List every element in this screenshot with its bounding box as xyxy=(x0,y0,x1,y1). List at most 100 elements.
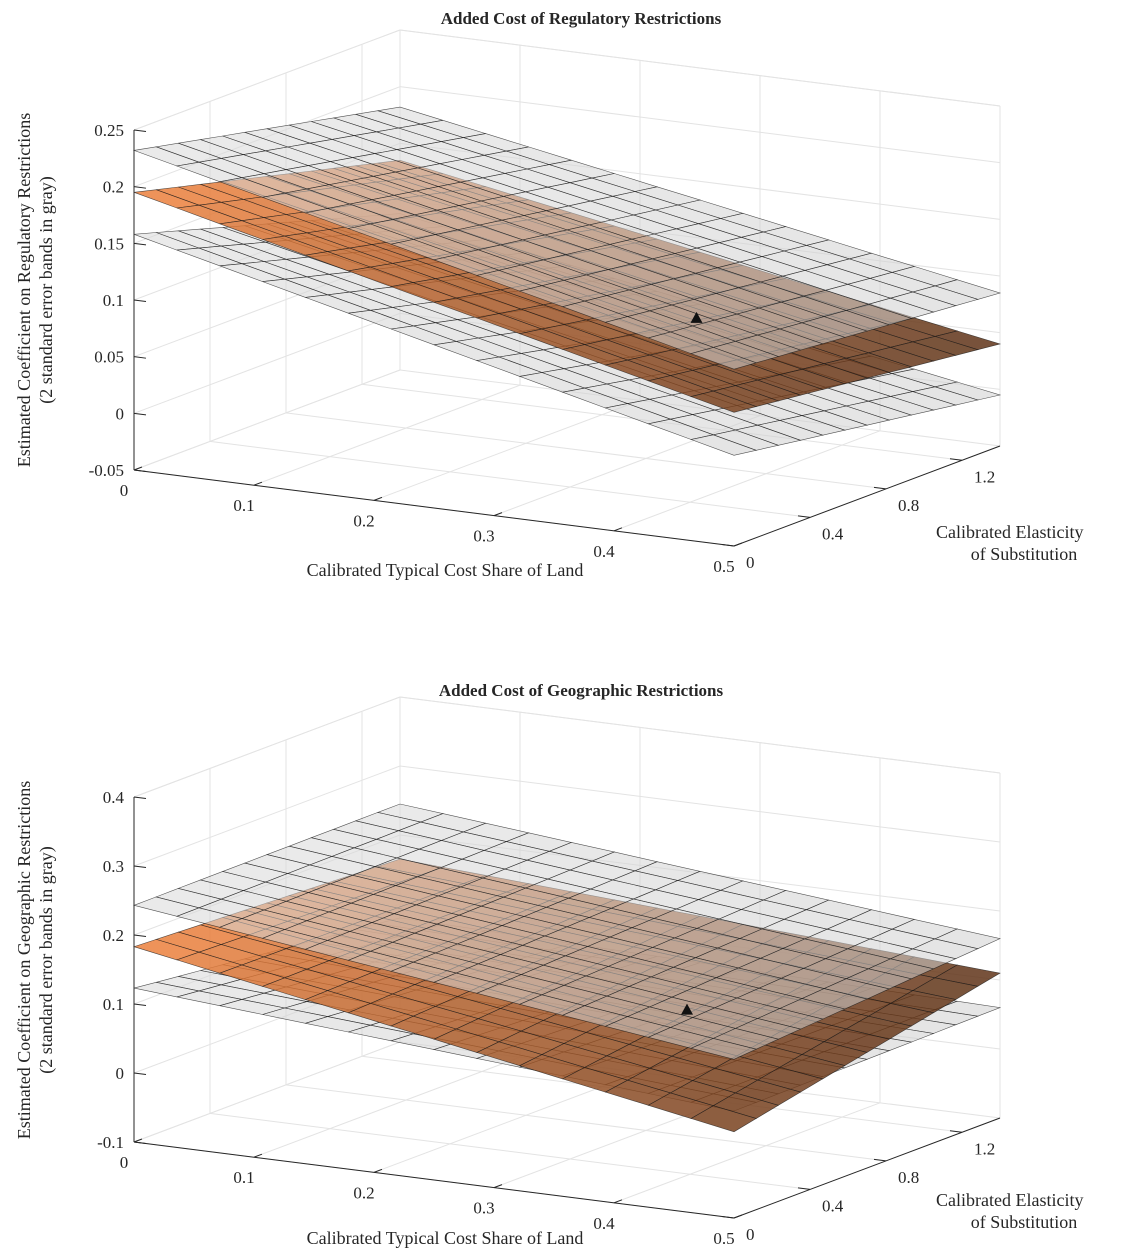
grid-line xyxy=(133,765,401,867)
grid-line xyxy=(133,1041,401,1143)
x-tick xyxy=(253,1153,263,1158)
estimate-marker xyxy=(690,311,703,323)
grid-line xyxy=(285,412,887,490)
z-tick xyxy=(133,356,147,359)
z-tick xyxy=(133,186,147,189)
x-tick-label: 0.2 xyxy=(353,511,374,530)
x-tick xyxy=(733,1214,743,1219)
x-tick-label: 0.2 xyxy=(353,1183,374,1202)
grid-line xyxy=(133,29,401,131)
y-tick xyxy=(873,486,887,490)
grid-line xyxy=(133,312,401,414)
y-axis-label: Calibrated Elasticity of Substitution xyxy=(936,1190,1088,1232)
chart-title: Added Cost of Regulatory Restrictions xyxy=(441,9,722,28)
z-tick xyxy=(133,469,147,473)
y-tick xyxy=(721,543,735,547)
z-tick-label: 0.1 xyxy=(103,291,124,310)
chart-title: Added Cost of Geographic Restrictions xyxy=(439,681,724,700)
grid-line xyxy=(399,86,1001,164)
z-tick-label: 0.25 xyxy=(94,121,124,140)
y-axis-line xyxy=(733,445,1001,547)
grid-line xyxy=(133,696,401,798)
z-tick-label: 0.1 xyxy=(103,995,124,1014)
y-tick-label: 1.2 xyxy=(974,467,995,486)
grid-line xyxy=(253,1056,521,1158)
z-tick xyxy=(133,796,147,800)
y-tick-label: 0.8 xyxy=(898,496,919,515)
z-tick-label: 0 xyxy=(116,1064,125,1083)
surface-series xyxy=(133,803,1001,1060)
surface-patch xyxy=(690,434,758,456)
x-tick-label: 0.1 xyxy=(233,1168,254,1187)
x-tick-label: 0.3 xyxy=(473,1199,494,1218)
x-tick xyxy=(493,1184,503,1189)
z-tick-label: 0.2 xyxy=(103,926,124,945)
x-tick xyxy=(133,466,143,471)
z-tick xyxy=(133,299,147,303)
x-tick xyxy=(373,1168,383,1173)
y-axis-label: Calibrated Elasticity of Substitution xyxy=(936,522,1088,564)
surface-series xyxy=(132,106,1002,370)
x-axis-line xyxy=(133,1141,735,1219)
z-tick-label: 0.4 xyxy=(103,788,125,807)
z-tick-label: 0.15 xyxy=(94,234,124,253)
z-tick xyxy=(133,412,147,416)
z-axis-sublabel: (2 standard error bands in gray) xyxy=(36,176,57,403)
x-axis-label: Calibrated Typical Cost Share of Land xyxy=(307,1228,584,1248)
z-axis-sublabel: (2 standard error bands in gray) xyxy=(36,846,57,1073)
y-tick-label: 0 xyxy=(746,1225,755,1244)
x-tick-label: 0.5 xyxy=(713,557,734,576)
x-tick-label: 0.5 xyxy=(713,1229,734,1248)
z-tick xyxy=(133,1072,147,1076)
x-tick-label: 0 xyxy=(120,1153,129,1172)
x-tick xyxy=(133,1138,143,1143)
z-tick xyxy=(133,129,147,133)
grid-line xyxy=(613,1102,881,1204)
grid-line xyxy=(399,696,1001,774)
x-tick xyxy=(613,1199,623,1204)
grid-line xyxy=(133,369,401,471)
x-tick-label: 0.3 xyxy=(473,527,494,546)
y-tick xyxy=(797,1187,811,1190)
x-axis-line xyxy=(133,469,735,547)
y-tick-label: 1.2 xyxy=(974,1139,995,1158)
grid-line xyxy=(209,440,811,518)
z-tick-label: -0.1 xyxy=(97,1133,124,1152)
y-axis-line xyxy=(733,1117,1001,1219)
y-tick-label: 0.8 xyxy=(898,1168,919,1187)
surface-patch xyxy=(690,347,758,370)
y-tick xyxy=(949,1130,963,1133)
x-tick xyxy=(493,512,503,517)
y-tick-label: 0 xyxy=(746,553,755,572)
grid-line xyxy=(399,765,1001,843)
grid-line xyxy=(285,1084,887,1162)
z-axis-label: Estimated Coefficient on Regulatory Rest… xyxy=(14,113,34,468)
geographic-panel: 00.10.20.30.40.5 00.40.81.2-0.100.10.20.3… xyxy=(14,681,1088,1248)
z-tick xyxy=(133,242,147,246)
axes: 00.10.20.30.40.5 00.40.81.2-0.0500.050.10… xyxy=(89,121,1001,576)
y-tick xyxy=(721,1215,735,1219)
x-tick-label: 0.4 xyxy=(593,1214,615,1233)
surface-patch xyxy=(690,390,758,413)
estimate-marker xyxy=(681,1003,693,1015)
axes: 00.10.20.30.40.5 00.40.81.2-0.100.10.20.3… xyxy=(97,788,1001,1248)
grid-line xyxy=(373,399,641,501)
x-tick xyxy=(733,542,743,547)
surface-patch xyxy=(690,1105,757,1133)
grid-line xyxy=(253,384,521,486)
grid-line xyxy=(399,29,1001,107)
z-tick xyxy=(133,934,147,938)
z-tick-label: 0.3 xyxy=(103,857,124,876)
y-tick xyxy=(873,1158,887,1162)
z-axis-label: Estimated Coefficient on Geographic Rest… xyxy=(14,781,34,1140)
y-tick-label: 0.4 xyxy=(822,524,844,543)
z-tick-label: -0.05 xyxy=(89,461,124,480)
z-tick-label: 0 xyxy=(116,404,125,423)
y-tick-label: 0.4 xyxy=(822,1196,844,1215)
grid-line xyxy=(613,430,881,532)
regulatory-panel: 00.10.20.30.40.5 00.40.81.2-0.0500.050.10… xyxy=(14,9,1088,580)
z-tick xyxy=(133,865,147,869)
surfaces xyxy=(132,106,1002,456)
x-tick xyxy=(613,527,623,532)
x-tick-label: 0 xyxy=(120,481,129,500)
